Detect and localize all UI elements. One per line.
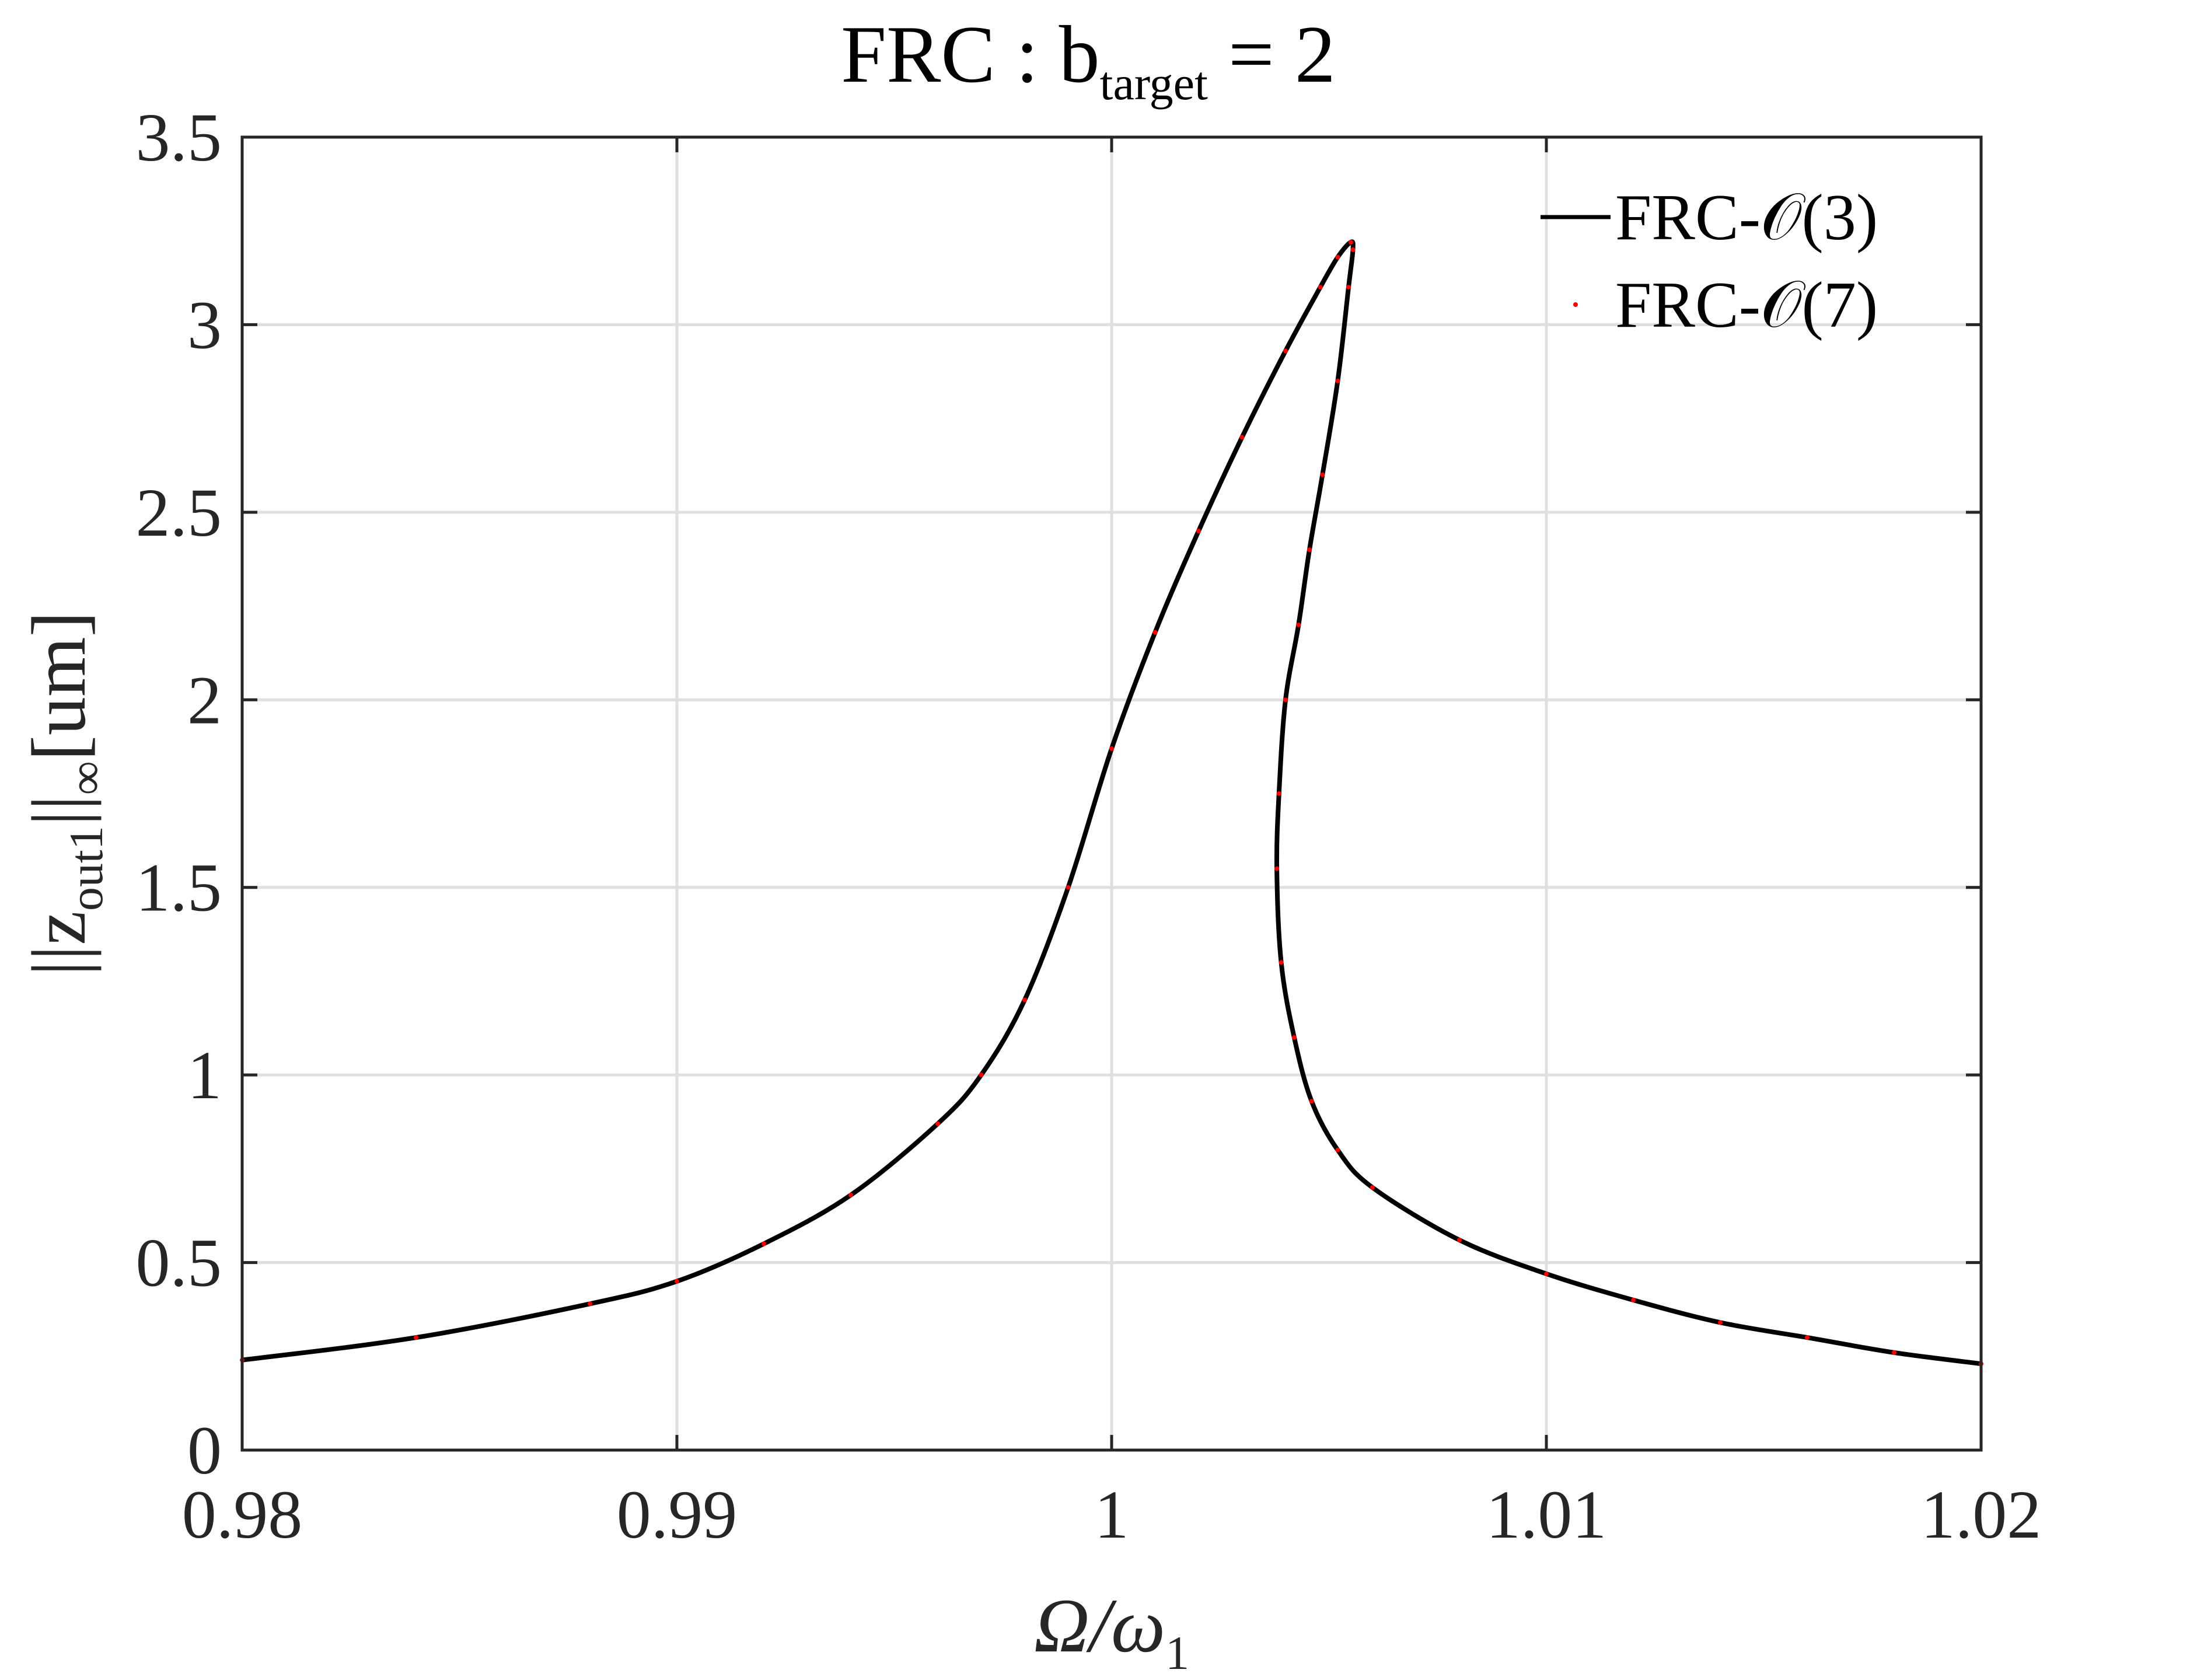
series-point-1 xyxy=(1544,1271,1549,1276)
y-tick-label: 2 xyxy=(187,662,222,738)
series-point-1 xyxy=(979,1073,984,1078)
x-tick-label: 0.99 xyxy=(617,1476,738,1553)
x-tick-label: 0.98 xyxy=(182,1476,303,1553)
y-tick-label: 0.5 xyxy=(136,1225,222,1301)
x-tick-label: 1 xyxy=(1095,1476,1129,1553)
legend-swatch-frc-o7 xyxy=(1573,302,1578,307)
series-point-1 xyxy=(1335,378,1340,383)
y-tick-label: 3 xyxy=(187,287,222,363)
series-point-1 xyxy=(1283,348,1288,354)
series-point-1 xyxy=(1152,630,1158,635)
series-point-1 xyxy=(1283,697,1288,703)
series-point-1 xyxy=(1279,960,1284,965)
x-tick-labels: 0.98 0.99 1 1.01 1.02 xyxy=(182,1476,2042,1553)
series-point-1 xyxy=(414,1335,418,1340)
series-point-1 xyxy=(1296,622,1301,627)
series-point-1 xyxy=(1291,1035,1297,1040)
series-point-1 xyxy=(1631,1297,1636,1302)
series-point-1 xyxy=(675,1279,679,1284)
series-point-1 xyxy=(1805,1335,1810,1340)
series-point-1 xyxy=(588,1301,592,1307)
series-point-1 xyxy=(1309,1099,1314,1104)
chart-title: FRC : btarget = 2 xyxy=(841,9,1336,110)
series-line-0 xyxy=(242,239,1982,1367)
x-tick-label: 1.01 xyxy=(1486,1476,1607,1553)
y-tick-label: 3.5 xyxy=(136,99,222,176)
series-point-1 xyxy=(1109,746,1114,751)
series-point-1 xyxy=(1335,1147,1340,1152)
series-point-1 xyxy=(1320,472,1325,477)
ticks xyxy=(240,135,1983,1452)
series-point-1 xyxy=(1276,791,1281,796)
series-point-1 xyxy=(1239,435,1245,440)
y-tick-label: 0 xyxy=(187,1412,222,1489)
y-tick-label: 2.5 xyxy=(136,474,222,551)
y-tick-label: 1 xyxy=(187,1037,222,1113)
series-point-1 xyxy=(1335,254,1340,260)
series-point-1 xyxy=(1457,1238,1462,1242)
series-point-1 xyxy=(1022,997,1027,1003)
x-axis-label: Ω/ω1 xyxy=(1034,1583,1189,1679)
series-point-1 xyxy=(1274,866,1280,871)
plot-area xyxy=(240,135,1983,1452)
series-point-1 xyxy=(848,1192,853,1197)
series-point-1 xyxy=(1718,1320,1723,1325)
series-point-1 xyxy=(1370,1185,1375,1190)
series-point-1 xyxy=(1892,1350,1896,1355)
series-point-1 xyxy=(1066,885,1071,890)
legend: FRC-𝒪(3) FRC-𝒪(7) xyxy=(1541,181,1878,341)
series-point-1 xyxy=(1348,240,1353,245)
series-point-1 xyxy=(762,1241,766,1246)
y-tick-labels: 0 0.5 1 1.5 2 2.5 3 3.5 xyxy=(136,99,222,1489)
series-point-1 xyxy=(1307,547,1312,553)
legend-label-frc-o7: FRC-𝒪(7) xyxy=(1615,269,1878,341)
series-point-1 xyxy=(1196,529,1201,533)
y-tick-label: 1.5 xyxy=(136,850,222,926)
y-axis-label: ||zout1||∞[um] xyxy=(16,611,113,976)
series-point-1 xyxy=(1346,285,1351,290)
series-point-1 xyxy=(1318,285,1323,290)
legend-label-frc-o3: FRC-𝒪(3) xyxy=(1615,181,1878,254)
x-tick-label: 1.02 xyxy=(1921,1476,2042,1553)
series-point-1 xyxy=(935,1121,940,1126)
series-point-1 xyxy=(1350,247,1356,252)
